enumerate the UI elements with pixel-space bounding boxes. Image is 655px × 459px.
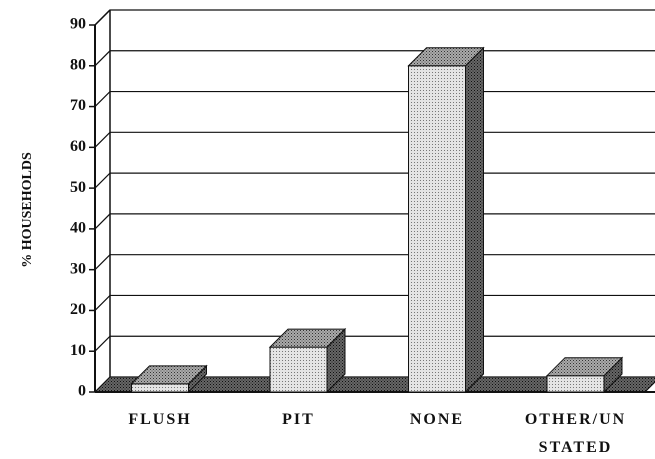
bar xyxy=(131,383,189,393)
bar-side xyxy=(465,46,484,394)
grid-line xyxy=(94,294,655,311)
y-tick-label: 20 xyxy=(70,301,86,318)
grid-line xyxy=(94,254,655,271)
y-tick-label: 70 xyxy=(70,97,86,114)
y-tick-label: 30 xyxy=(70,260,86,277)
bar-top xyxy=(407,47,485,67)
y-tick-label: 50 xyxy=(70,179,86,196)
grid-line xyxy=(94,213,655,230)
bar xyxy=(408,65,466,393)
bar xyxy=(546,375,605,393)
grid-line xyxy=(94,131,655,148)
y-tick-label: 40 xyxy=(70,220,86,237)
y-axis-label: % HOUSEHOLDS xyxy=(20,152,35,268)
y-tick-label: 60 xyxy=(70,138,86,155)
bar-top xyxy=(545,357,624,377)
bar-top xyxy=(130,365,208,385)
y-tick-label: 80 xyxy=(70,56,86,73)
y-tick-label: 0 xyxy=(78,383,86,400)
grid-line xyxy=(94,335,655,352)
y-tick-label: 90 xyxy=(70,16,86,33)
bar xyxy=(269,346,328,393)
grid-line xyxy=(94,90,655,107)
x-tick-label: OTHER/UN STATED xyxy=(524,411,627,456)
bar-top xyxy=(268,328,347,348)
y-tick-label: 10 xyxy=(70,342,86,359)
x-tick-label: NONE xyxy=(409,411,465,428)
grid-line xyxy=(94,50,655,67)
x-tick-label: PIT xyxy=(282,411,315,428)
grid-line xyxy=(94,172,655,189)
x-tick-label: FLUSH xyxy=(128,411,192,428)
grid-line xyxy=(94,9,655,26)
